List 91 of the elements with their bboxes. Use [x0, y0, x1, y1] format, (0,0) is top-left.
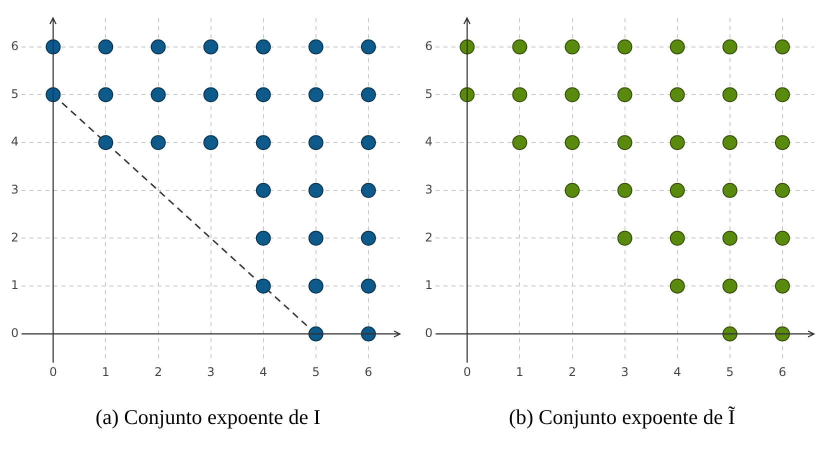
- point: [150, 87, 166, 102]
- point: [774, 278, 790, 294]
- point: [774, 182, 790, 198]
- point: [512, 135, 528, 150]
- point: [670, 278, 685, 294]
- x-tick-label: 3: [620, 364, 629, 379]
- text: (a) Conjunto expoente de I: [94, 405, 322, 430]
- x-tick-label: 4: [260, 364, 268, 379]
- point: [360, 326, 376, 342]
- point: [670, 230, 685, 246]
- y-tick-label: 6: [424, 39, 433, 54]
- y-tick-label: 5: [424, 86, 433, 101]
- y-tick-label: 4: [10, 134, 19, 149]
- point: [256, 87, 271, 102]
- point: [308, 39, 324, 54]
- y-tick-label: 1: [10, 278, 19, 292]
- point: [308, 230, 324, 246]
- point: [512, 39, 528, 54]
- point: [308, 135, 324, 150]
- x-tick-label: 6: [778, 364, 786, 379]
- y-tick-label: 6: [10, 39, 19, 54]
- point: [256, 39, 271, 54]
- point: [360, 87, 376, 102]
- point: [722, 326, 738, 342]
- point: [98, 135, 114, 150]
- point: [360, 278, 376, 294]
- point: [564, 87, 580, 102]
- point: [722, 278, 738, 294]
- point: [308, 326, 324, 342]
- point: [722, 135, 738, 150]
- point: [617, 230, 632, 246]
- point: [617, 39, 632, 54]
- point: [360, 182, 376, 198]
- point: [564, 135, 580, 150]
- point: [617, 182, 632, 198]
- point: [150, 39, 166, 54]
- point: [617, 87, 632, 102]
- point: [203, 87, 218, 102]
- point: [722, 182, 738, 198]
- point: [308, 182, 324, 198]
- point: [774, 326, 790, 342]
- y-tick-label: 0: [10, 326, 19, 340]
- point: [98, 39, 114, 54]
- point: [360, 39, 376, 54]
- text: (b) Conjunto expoente de Ĩ: [508, 405, 736, 430]
- y-tick-label: 3: [424, 182, 433, 197]
- point: [256, 182, 271, 198]
- point: [360, 135, 376, 150]
- x-tick-label: 2: [154, 364, 162, 379]
- point: [308, 278, 324, 294]
- point: [256, 135, 271, 150]
- point: [774, 135, 790, 150]
- point: [774, 39, 790, 54]
- x-tick-label: 1: [516, 364, 524, 379]
- x-tick-label: 3: [206, 364, 215, 379]
- point: [670, 39, 685, 54]
- point: [308, 87, 324, 102]
- point: [256, 230, 271, 246]
- point: [360, 230, 376, 246]
- point: [670, 87, 685, 102]
- y-tick-label: 2: [10, 230, 19, 244]
- point: [203, 135, 218, 150]
- y-tick-label: 1: [424, 278, 433, 292]
- x-tick-label: 2: [568, 364, 576, 379]
- point: [512, 87, 528, 102]
- y-tick-label: 2: [424, 230, 433, 244]
- y-tick-label: 4: [424, 134, 433, 149]
- point: [150, 135, 166, 150]
- x-tick-label: 5: [312, 364, 320, 379]
- point: [203, 39, 218, 54]
- point: [564, 39, 580, 54]
- point: [774, 230, 790, 246]
- y-tick-label: 3: [10, 182, 19, 197]
- x-tick-label: 1: [102, 364, 110, 379]
- point: [722, 87, 738, 102]
- point: [774, 87, 790, 102]
- point: [256, 278, 271, 294]
- y-tick-label: 0: [424, 326, 433, 340]
- point: [98, 87, 114, 102]
- x-tick-label: 6: [364, 364, 372, 379]
- point: [617, 135, 632, 150]
- x-tick-label: 5: [726, 364, 734, 379]
- point: [564, 182, 580, 198]
- x-tick-label: 0: [49, 364, 57, 379]
- point: [722, 39, 738, 54]
- y-tick-label: 5: [10, 86, 19, 101]
- x-tick-label: 0: [463, 364, 471, 379]
- point: [670, 135, 685, 150]
- point: [670, 182, 685, 198]
- point: [722, 230, 738, 246]
- x-tick-label: 4: [674, 364, 682, 379]
